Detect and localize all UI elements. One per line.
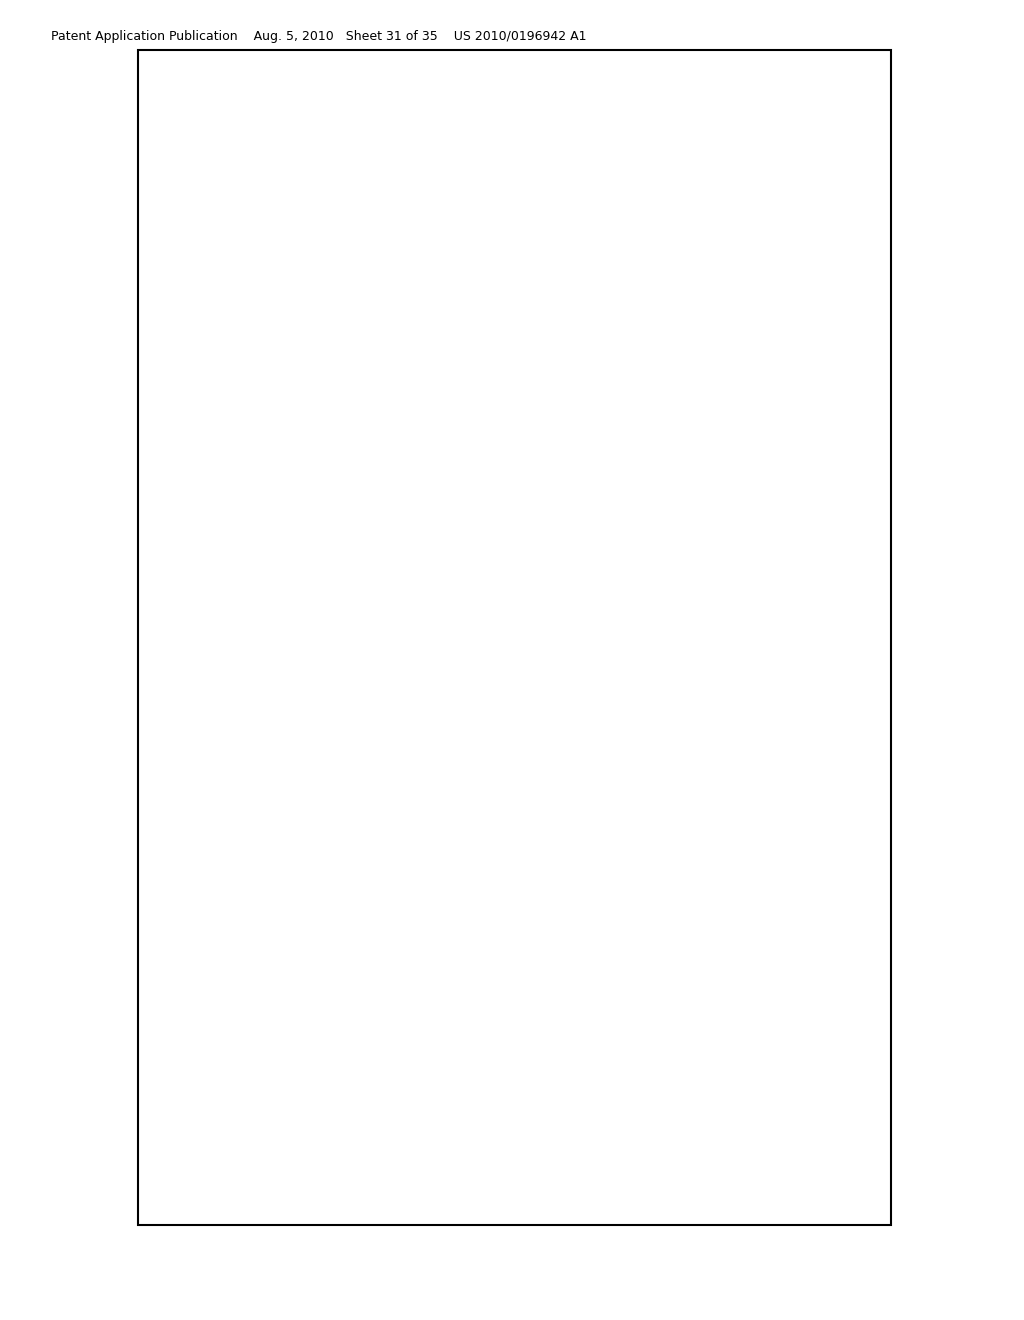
Text: Patent Application Publication    Aug. 5, 2010   Sheet 31 of 35    US 2010/01969: Patent Application Publication Aug. 5, 2…: [51, 30, 587, 44]
